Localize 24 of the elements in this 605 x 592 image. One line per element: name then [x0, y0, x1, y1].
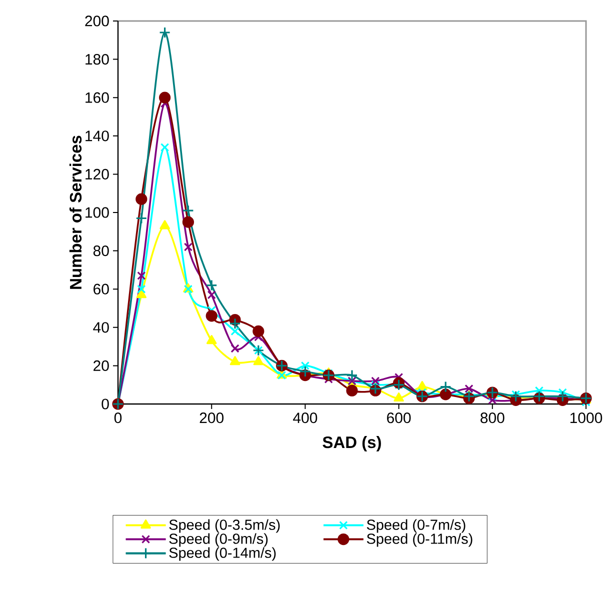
- x-tick-label: 0: [114, 412, 122, 424]
- y-tick-label: 80: [93, 245, 109, 256]
- x-axis-title: SAD (s): [322, 436, 381, 452]
- y-tick-label: 40: [93, 322, 109, 333]
- y-tick-label: 100: [86, 207, 109, 218]
- y-tick-label: 60: [94, 284, 109, 294]
- legend-label: Speed (0-14m/s): [169, 547, 276, 561]
- legend-label: Speed (0-9m/s): [169, 533, 268, 547]
- y-tick-label: 20: [94, 360, 109, 372]
- legend-label: Speed (0-11m/s): [366, 533, 472, 547]
- legend-label: Speed (0-7m/s): [366, 519, 466, 533]
- y-tick-label: 0: [102, 398, 109, 410]
- x-tick-label: 200: [200, 412, 224, 424]
- y-tick-label: 160: [86, 92, 109, 103]
- y-tick-label: 180: [86, 54, 109, 65]
- x-tick-label: 1000: [570, 412, 602, 424]
- x-tick-label: 800: [480, 412, 504, 424]
- x-tick-label: 400: [293, 412, 318, 424]
- y-tick-label: 200: [85, 16, 109, 26]
- y-axis-title: Number of Services: [69, 136, 82, 289]
- y-tick-label: 120: [86, 168, 109, 180]
- x-tick-label: 600: [387, 412, 411, 424]
- y-tick-label: 140: [86, 130, 109, 142]
- legend-label: Speed (0-3.5m/s): [169, 519, 280, 533]
